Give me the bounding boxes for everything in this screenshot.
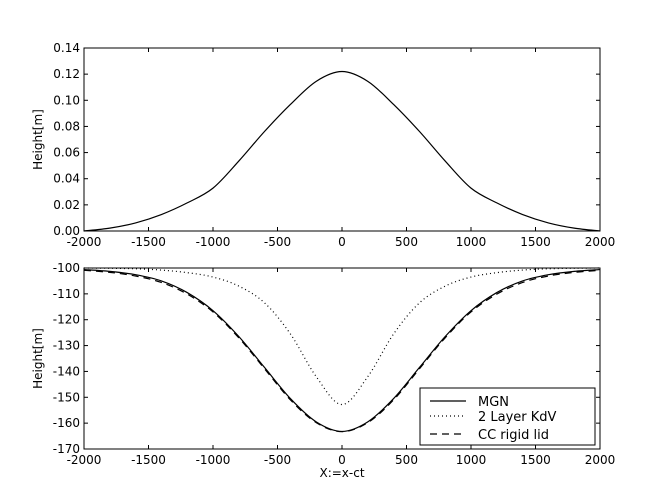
bottom-plot-xlabel: X:=x-ct bbox=[319, 466, 364, 480]
top-xtick-label-0: -2000 bbox=[67, 235, 102, 249]
bottom-xtick-label-6: 1000 bbox=[456, 453, 487, 467]
bottom-xtick-label-2: -1000 bbox=[196, 453, 231, 467]
top-ytick-label-5: 0.10 bbox=[53, 93, 80, 107]
bottom-xtick-label-0: -2000 bbox=[67, 453, 102, 467]
top-plot-frame bbox=[83, 47, 601, 232]
bottom-ytick-label-5: -150 bbox=[53, 390, 80, 404]
legend-box bbox=[419, 387, 596, 446]
top-ytick-label-3: 0.06 bbox=[53, 146, 80, 160]
legend: MGN 2 Layer KdV CC rigid lid bbox=[419, 387, 596, 446]
bottom-xtick-label-3: -500 bbox=[264, 453, 291, 467]
top-xtick-label-8: 2000 bbox=[585, 235, 616, 249]
bottom-plot: -2000 -1500 -1000 -500 0 500 1000 1500 2000 -100 -… bbox=[31, 261, 615, 480]
top-ytick-label-6: 0.12 bbox=[53, 67, 80, 81]
top-xtick-label-2: -1000 bbox=[196, 235, 231, 249]
top-ytick-label-0: 0.00 bbox=[53, 224, 80, 238]
top-plot-series bbox=[83, 70, 601, 232]
top-xtick-label-3: -500 bbox=[264, 235, 291, 249]
top-plot-ylabel: Height[m] bbox=[31, 109, 45, 170]
bottom-xtick-label-8: 2000 bbox=[585, 453, 616, 467]
bottom-ytick-label-0: -100 bbox=[53, 261, 80, 275]
legend-label-mgn: MGN bbox=[478, 395, 509, 410]
top-xtick-label-7: 1500 bbox=[520, 235, 551, 249]
top-ytick-label-4: 0.08 bbox=[53, 119, 80, 133]
bottom-ytick-label-2: -120 bbox=[53, 313, 80, 327]
bottom-ytick-label-6: -160 bbox=[53, 416, 80, 430]
bottom-series-2-layer-kdv-line bbox=[83, 267, 601, 406]
top-plot: -2000 -1500 -1000 -500 0 500 1000 1500 2000 0.00 0… bbox=[31, 41, 615, 249]
legend-label-kdv: 2 Layer KdV bbox=[478, 410, 557, 425]
bottom-plot-ylabel: Height[m] bbox=[31, 328, 45, 389]
bottom-ytick-label-4: -140 bbox=[53, 364, 80, 378]
bottom-ytick-label-3: -130 bbox=[53, 339, 80, 353]
top-xtick-label-1: -1500 bbox=[131, 235, 166, 249]
top-xtick-label-5: 500 bbox=[395, 235, 418, 249]
top-plot-ticks: -2000 -1500 -1000 -500 0 500 1000 1500 2000 0.00 0… bbox=[53, 41, 615, 249]
bottom-series-cc-rigid-lid-line bbox=[83, 269, 601, 433]
bottom-plot-series bbox=[83, 267, 601, 433]
top-series-surface-elevation-line bbox=[83, 70, 601, 232]
bottom-xtick-label-4: 0 bbox=[338, 453, 346, 467]
top-ytick-label-7: 0.14 bbox=[53, 41, 80, 55]
bottom-ytick-label-1: -110 bbox=[53, 287, 80, 301]
legend-label-cc: CC rigid lid bbox=[478, 428, 549, 443]
bottom-plot-ticks: -2000 -1500 -1000 -500 0 500 1000 1500 2000 -100 -… bbox=[53, 261, 616, 467]
bottom-xtick-label-7: 1500 bbox=[520, 453, 551, 467]
top-ytick-label-1: 0.02 bbox=[53, 198, 80, 212]
bottom-ytick-label-7: -170 bbox=[53, 442, 80, 456]
top-xtick-label-4: 0 bbox=[338, 235, 346, 249]
bottom-xtick-label-1: -1500 bbox=[131, 453, 166, 467]
bottom-xtick-label-5: 500 bbox=[395, 453, 418, 467]
top-ytick-label-2: 0.04 bbox=[53, 172, 80, 186]
top-xtick-label-6: 1000 bbox=[456, 235, 487, 249]
